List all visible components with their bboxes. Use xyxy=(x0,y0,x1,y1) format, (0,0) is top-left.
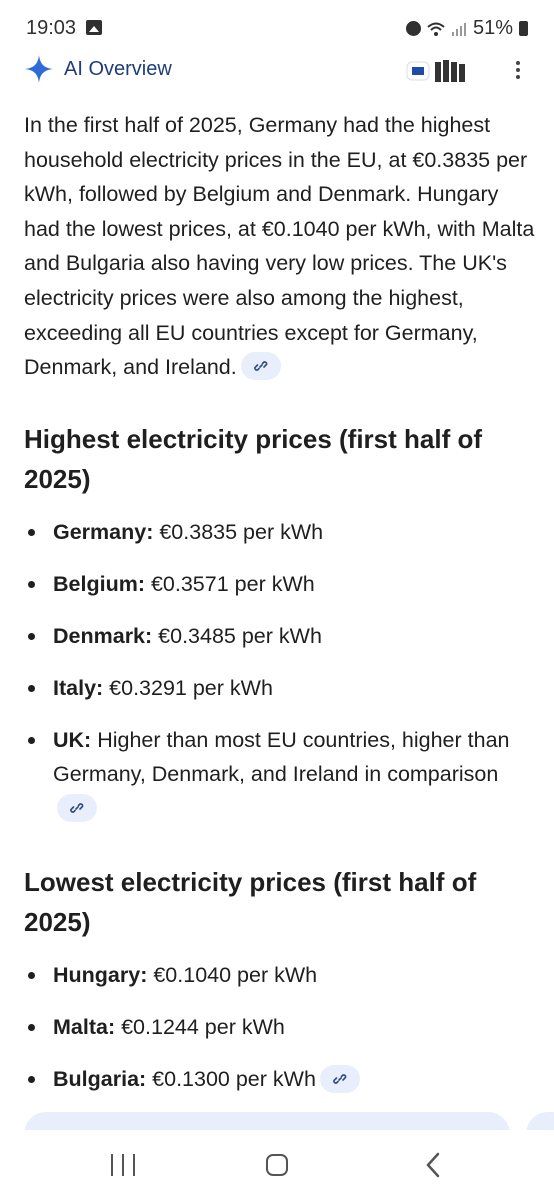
lowest-prices-list: Hungary: €0.1040 per kWh Malta: €0.1244 … xyxy=(24,958,536,1097)
source-link-chip[interactable] xyxy=(240,352,281,381)
battery-percent: 51% xyxy=(472,17,513,39)
list-item: Germany: €0.3835 per kWh xyxy=(24,515,536,550)
ai-overview-title: AI Overview xyxy=(64,58,172,80)
list-item: Italy: €0.3291 per kWh xyxy=(24,671,536,706)
list-item: Malta: €0.1244 per kWh xyxy=(24,1010,536,1045)
more-vert-icon[interactable] xyxy=(508,58,528,82)
list-item: Belgium: €0.3571 per kWh xyxy=(24,567,536,602)
status-time: 19:03 xyxy=(26,17,77,39)
ai-overview-content: In the first half of 2025, Germany had t… xyxy=(24,108,536,1114)
status-icons: 51% xyxy=(405,17,528,40)
summary-text: In the first half of 2025, Germany had t… xyxy=(24,113,535,380)
summary-paragraph: In the first half of 2025, Germany had t… xyxy=(24,108,536,385)
list-item: Denmark: €0.3485 per kWh xyxy=(24,619,536,654)
highest-prices-heading: Highest electricity prices (first half o… xyxy=(24,423,483,494)
back-icon[interactable] xyxy=(424,1152,442,1178)
signal-icon xyxy=(451,22,466,36)
lowest-prices-heading: Lowest electricity prices (first half of… xyxy=(24,867,477,938)
alarm-icon xyxy=(405,21,421,36)
wifi-icon xyxy=(427,22,445,36)
list-item: UK: Higher than most EU countries, highe… xyxy=(24,723,536,827)
link-icon xyxy=(333,1073,347,1084)
source-link-chip[interactable] xyxy=(319,1064,360,1093)
status-bar: 19:03 51% xyxy=(0,0,554,56)
battery-icon xyxy=(519,21,528,36)
recents-icon[interactable] xyxy=(111,1154,135,1176)
navigation-bar xyxy=(0,1130,554,1200)
list-item: Hungary: €0.1040 per kWh xyxy=(24,958,536,993)
highest-prices-list: Germany: €0.3835 per kWh Belgium: €0.357… xyxy=(24,515,536,827)
source-link-chip[interactable] xyxy=(57,794,97,823)
home-icon[interactable] xyxy=(266,1154,288,1176)
eu-flag-icon[interactable] xyxy=(405,56,475,86)
link-icon xyxy=(70,803,84,814)
sparkle-icon xyxy=(25,55,53,83)
list-item: Bulgaria: €0.1300 per kWh xyxy=(24,1062,536,1097)
link-icon xyxy=(253,361,268,372)
gallery-icon xyxy=(86,20,102,35)
ai-overview-header: AI Overview xyxy=(0,50,554,90)
